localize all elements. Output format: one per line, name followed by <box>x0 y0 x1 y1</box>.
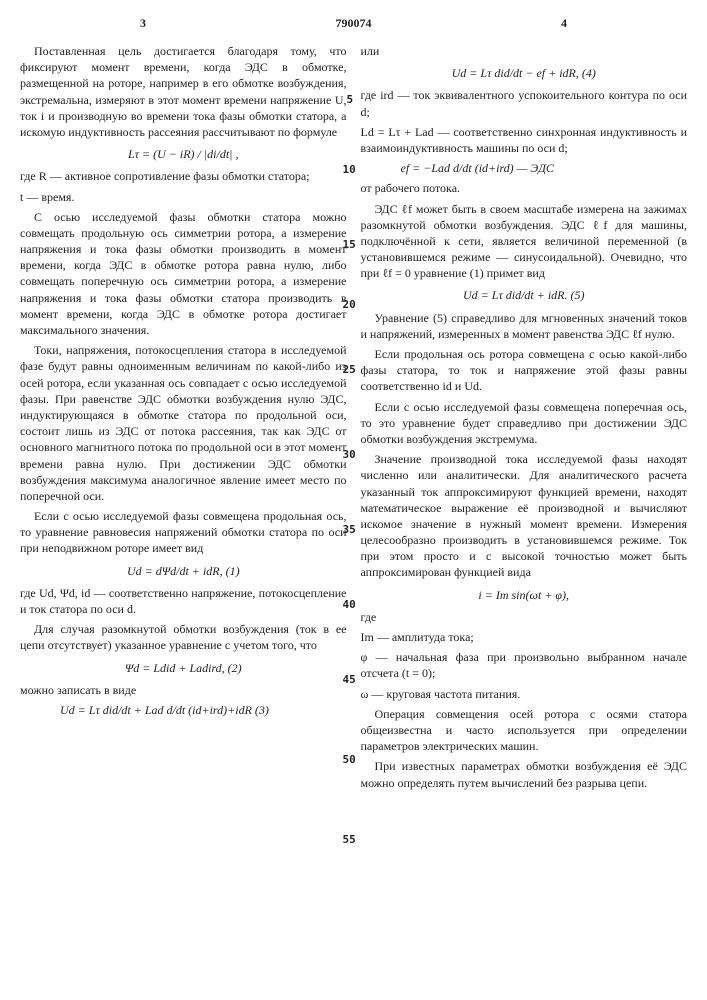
line-number: 55 <box>343 833 356 848</box>
equation-1: Ud = dΨd/dt + idR, (1) <box>20 563 347 579</box>
paragraph: Если с осью исследуемой фазы совмещена п… <box>361 399 688 448</box>
where-clause: ω — круговая частота питания. <box>361 686 688 702</box>
paragraph: При известных параметрах обмотки возбужд… <box>361 758 688 790</box>
formula-ltau: Lτ = (U − iR) / |di/dt| , <box>20 146 347 162</box>
paragraph: ЭДС ℓf может быть в своем масштабе измер… <box>361 201 688 282</box>
paragraph: Токи, напряжения, потокосцепления статор… <box>20 342 347 504</box>
where-clause: где R — активное сопротивление фазы обмо… <box>20 168 347 184</box>
paragraph: Значение производной тока исследуемой фа… <box>361 451 688 581</box>
equation-2: Ψd = Ldid + Ladird, (2) <box>20 660 347 676</box>
equation-4: Ud = Lτ did/dt − ef + idR, (4) <box>361 65 688 81</box>
right-page-number: 4 <box>561 15 567 31</box>
where-clause: где Ud, Ψd, id — соответственно напряжен… <box>20 585 347 617</box>
equation-5: Ud = Lτ did/dt + idR. (5) <box>361 287 688 303</box>
equation-3: Ud = Lτ did/dt + Lad d/dt (id+ird)+idR (… <box>20 702 347 718</box>
paragraph: или <box>361 43 688 59</box>
paragraph: С осью исследуемой фазы обмотки статора … <box>20 209 347 339</box>
where-clause: t — время. <box>20 189 347 205</box>
paragraph: Для случая разомкнутой обмотки возбужден… <box>20 621 347 653</box>
two-column-layout: Поставленная цель достигается благодаря … <box>20 43 687 795</box>
left-page-number: 3 <box>140 15 146 31</box>
formula-ef: ef = −Lad d/dt (id+ird) — ЭДС <box>361 160 688 176</box>
line-number: 5 <box>347 93 354 108</box>
page-container: 3 790074 4 Поставленная цель достигается… <box>0 0 707 1000</box>
right-column: 5 10 15 20 25 30 35 40 45 50 55 или Ud =… <box>361 43 688 795</box>
paragraph: Уравнение (5) справедливо для мгновенных… <box>361 310 688 342</box>
paragraph: можно записать в виде <box>20 682 347 698</box>
paragraph: от рабочего потока. <box>361 180 688 196</box>
where-clause: Im — амплитуда тока; <box>361 629 688 645</box>
paragraph: Если продольная ось ротора совмещена с о… <box>361 346 688 395</box>
paragraph: Операция совмещения осей ротора с осями … <box>361 706 688 755</box>
paragraph: Поставленная цель достигается благодаря … <box>20 43 347 140</box>
page-header: 3 790074 4 <box>20 15 687 33</box>
formula-sin: i = Im sin(ωt + φ), <box>361 587 688 603</box>
document-number: 790074 <box>336 16 372 30</box>
left-column: Поставленная цель достигается благодаря … <box>20 43 347 795</box>
paragraph: Если с осью исследуемой фазы совмещена п… <box>20 508 347 557</box>
where-label: где <box>361 609 688 625</box>
where-clause: φ — начальная фаза при произвольно выбра… <box>361 649 688 681</box>
where-clause: где ird — ток эквивалентного успокоитель… <box>361 87 688 119</box>
where-clause: Ld = Lτ + Lad — соответственно синхронна… <box>361 124 688 156</box>
